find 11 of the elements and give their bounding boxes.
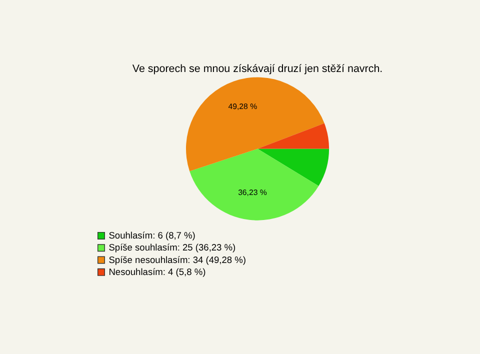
data-label: 36,23 % xyxy=(238,188,267,197)
data-label: 49,28 % xyxy=(228,102,258,112)
pie-slice xyxy=(186,77,324,172)
legend-label: Spíše nesouhlasím: 34 (49,28 %) xyxy=(108,254,246,265)
legend-label: Spíše souhlasím: 25 (36,23 %) xyxy=(108,242,236,253)
legend-label: Nesouhlasím: 4 (5,8 %) xyxy=(108,267,206,278)
pie-slice xyxy=(258,123,330,149)
pie-slice xyxy=(190,148,319,220)
legend-label: Souhlasím: 6 (8,7 %) xyxy=(108,230,196,241)
pie-slice xyxy=(258,148,330,186)
chart-title: Ve sporech se mnou získávají druzí jen stěží navrch. xyxy=(132,63,383,76)
